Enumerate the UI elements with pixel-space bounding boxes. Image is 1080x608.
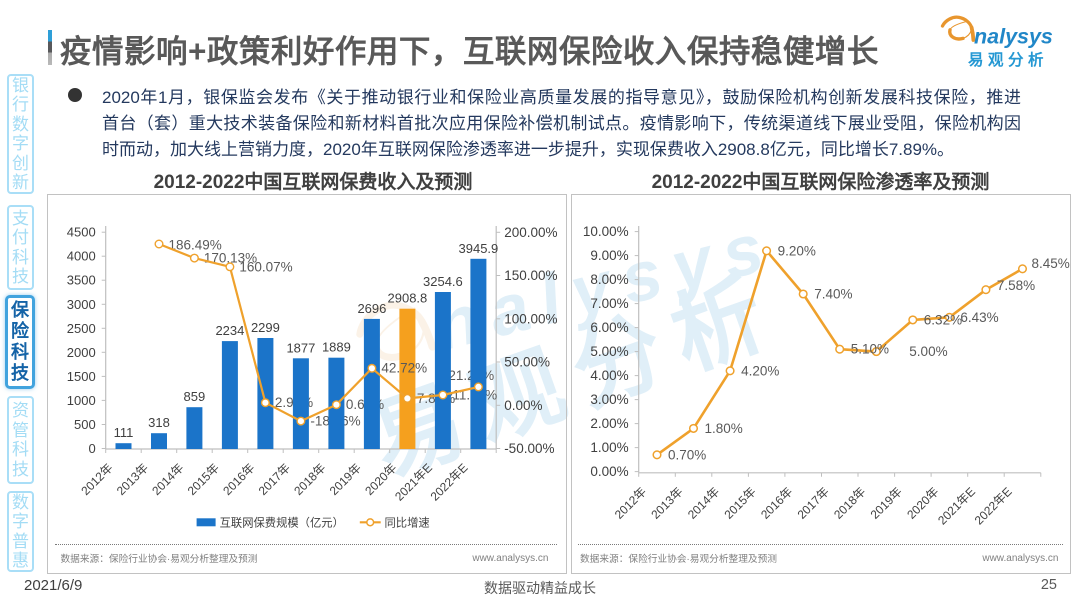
svg-text:3500: 3500 [66,272,95,287]
svg-text:100.00%: 100.00% [504,311,557,326]
svg-text:nalysys: nalysys [974,25,1053,49]
svg-text:7.40%: 7.40% [814,286,852,301]
svg-text:2022年E: 2022年E [971,484,1014,527]
svg-text:9.00%: 9.00% [590,248,628,263]
svg-text:859: 859 [183,389,205,404]
svg-text:2696: 2696 [357,300,386,315]
svg-text:8.45%: 8.45% [1031,255,1069,270]
svg-text:2013年: 2013年 [113,460,150,497]
svg-text:3000: 3000 [66,296,95,311]
svg-text:4500: 4500 [66,224,95,239]
svg-text:160.07%: 160.07% [239,259,292,274]
svg-text:2299: 2299 [250,320,279,335]
svg-text:易观分析: 易观分析 [968,50,1048,69]
svg-text:1877: 1877 [286,340,315,355]
svg-text:2000: 2000 [66,344,95,359]
svg-text:111: 111 [113,425,133,440]
svg-text:500: 500 [73,417,95,432]
svg-text:5.00%: 5.00% [590,344,628,359]
svg-text:10.00%: 10.00% [582,224,628,239]
svg-text:2014年: 2014年 [149,460,186,497]
svg-text:5.10%: 5.10% [850,341,888,356]
svg-text:0.70%: 0.70% [668,447,706,462]
svg-text:6.43%: 6.43% [960,309,998,324]
svg-text:3254.6: 3254.6 [423,274,463,289]
svg-text:2019年: 2019年 [867,484,904,521]
svg-text:互联网保费规模（亿元）: 互联网保费规模（亿元） [219,515,343,529]
svg-text:186.49%: 186.49% [168,237,221,252]
svg-text:0: 0 [88,441,95,456]
svg-text:3945.9: 3945.9 [458,240,498,255]
svg-text:0.00%: 0.00% [590,464,628,479]
svg-text:0.00%: 0.00% [504,397,542,412]
svg-text:2234: 2234 [215,323,244,338]
svg-text:2016年: 2016年 [220,460,257,497]
svg-text:4.20%: 4.20% [741,363,779,378]
svg-text:200.00%: 200.00% [504,224,557,239]
svg-text:318: 318 [148,415,170,430]
svg-text:2017年: 2017年 [255,460,292,497]
svg-text:1500: 1500 [66,368,95,383]
svg-text:2.00%: 2.00% [590,416,628,431]
svg-text:2016年: 2016年 [758,484,795,521]
svg-text:150.00%: 150.00% [504,268,557,283]
svg-text:8.00%: 8.00% [590,272,628,287]
svg-text:1.80%: 1.80% [704,420,742,435]
svg-text:2014年: 2014年 [684,484,721,521]
svg-text:6.00%: 6.00% [590,320,628,335]
svg-text:42.72%: 42.72% [381,360,427,375]
svg-text:4000: 4000 [66,248,95,263]
svg-text:1.00%: 1.00% [590,440,628,455]
svg-text:2500: 2500 [66,320,95,335]
svg-text:2018年: 2018年 [291,460,328,497]
svg-text:2012年: 2012年 [611,484,648,521]
svg-text:1889: 1889 [321,339,350,354]
svg-text:5.00%: 5.00% [909,344,947,359]
svg-text:170.13%: 170.13% [203,250,256,265]
svg-text:2908.8: 2908.8 [387,290,427,305]
svg-text:7.00%: 7.00% [590,296,628,311]
svg-text:4.00%: 4.00% [590,368,628,383]
svg-text:2015年: 2015年 [721,484,758,521]
svg-text:2015年: 2015年 [184,460,221,497]
svg-text:1000: 1000 [66,392,95,407]
svg-text:3.00%: 3.00% [590,392,628,407]
svg-text:同比增速: 同比增速 [384,515,429,529]
svg-text:50.00%: 50.00% [504,354,550,369]
svg-text:2019年: 2019年 [326,460,363,497]
svg-text:2021年E: 2021年E [935,484,978,527]
svg-text:2018年: 2018年 [831,484,868,521]
svg-text:7.58%: 7.58% [996,278,1034,293]
svg-text:2017年: 2017年 [794,484,831,521]
svg-text:-50.00%: -50.00% [504,441,554,456]
svg-text:2012年: 2012年 [78,460,115,497]
svg-text:9.20%: 9.20% [777,243,815,258]
svg-text:6.32%: 6.32% [923,312,961,327]
svg-text:2021年E: 2021年E [392,460,435,503]
svg-text:2022年E: 2022年E [427,460,470,503]
svg-text:2013年: 2013年 [648,484,685,521]
